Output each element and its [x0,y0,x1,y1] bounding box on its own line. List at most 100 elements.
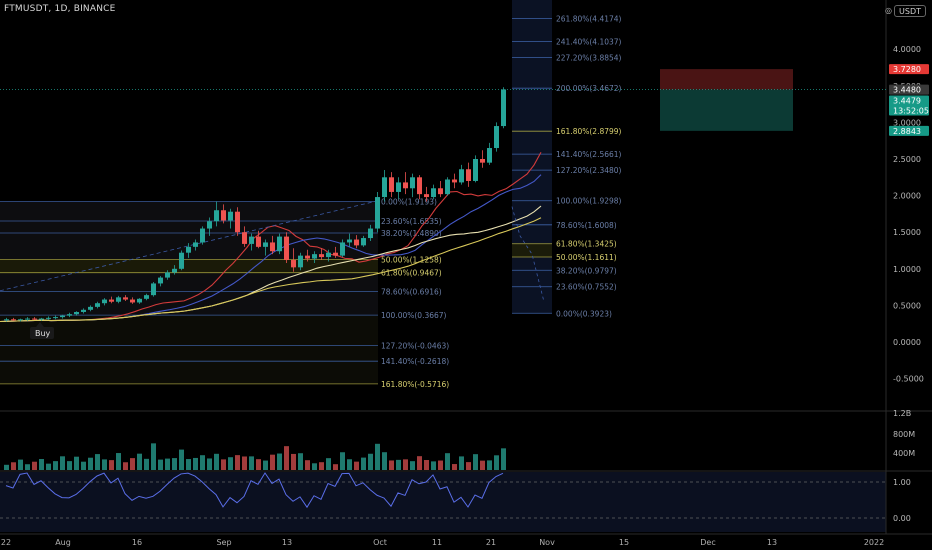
candle-body [74,311,79,315]
volume-bar [137,453,142,470]
candle-body [473,159,478,181]
candle-body [25,318,30,320]
price-tick: -0.5000 [893,375,924,384]
volume-bar [60,456,65,470]
volume-bar [333,464,338,470]
candle-body [480,159,485,163]
volume-bar [249,456,254,470]
fib-left-label: 0.00%(1.9193) [381,198,437,207]
time-tick: 13 [282,538,292,547]
price-tick: 2.5000 [893,155,921,164]
volume-bar [172,458,177,470]
candle-body [172,268,177,273]
currency-badge[interactable]: USDT [894,5,926,17]
candle-body [67,314,72,316]
volume-bar [396,459,401,470]
candle-body [200,228,205,243]
candle-body [417,177,422,195]
time-tick: 16 [132,538,142,547]
candle-body [494,126,499,149]
candle-body [305,255,310,259]
candle-body [207,221,212,229]
volume-bar [424,460,429,470]
volume-bar [347,459,352,470]
price-tick: 3.0000 [893,118,921,127]
candle-body [438,188,443,195]
candle-body [165,272,170,278]
candle-body [375,197,380,229]
candle-body [410,177,415,189]
volume-tick: 800M [893,430,915,439]
candle-body [354,239,359,246]
time-tick: 11 [432,538,442,547]
candle-body [228,211,233,221]
volume-bar [228,457,233,470]
volume-bar [123,462,128,470]
volume-bar [53,461,58,470]
fib-right-label: 0.00%(0.3923) [556,309,612,318]
fib-right-label: 261.80%(4.4174) [556,15,622,24]
volume-bar [361,457,366,470]
fib-right-label: 61.80%(1.3425) [556,240,617,249]
candle-body [340,242,345,256]
candle-body [11,319,16,321]
price-tick: 4.0000 [893,45,921,54]
volume-bar [438,460,443,470]
candle-body [466,169,471,181]
price-tick: 2.0000 [893,192,921,201]
volume-bar [221,459,226,470]
volume-bar [11,462,16,470]
take-profit-zone [660,89,793,131]
price-tag [889,125,929,136]
fib-right-label: 50.00%(1.1611) [556,253,617,262]
volume-bar [144,458,149,470]
volume-bar [487,460,492,470]
volume-bar [179,449,184,470]
time-tick: 13 [767,538,777,547]
price-tag [889,84,929,95]
volume-bar [186,459,191,470]
volume-bar [319,462,324,470]
fib-right-zone [512,0,552,314]
alert-icon[interactable]: ◎ [885,6,892,15]
volume-bar [214,453,219,470]
price-tag-countdown: 13:52:05 [893,106,929,115]
candle-body [4,319,9,321]
fib-left-label: 78.60%(0.6916) [381,287,442,296]
volume-bar [109,460,114,470]
candle-body [312,254,317,259]
volume-bar [312,463,317,470]
candle-body [123,297,128,300]
fib-right-golden-zone [512,243,552,258]
time-tick: Aug [55,538,71,547]
volume-bar [151,443,156,470]
volume-bar [291,453,296,470]
fib-right-label: 127.20%(2.3480) [556,166,622,175]
candle-body [193,242,198,247]
volume-bar [466,462,471,470]
volume-bar [39,459,44,470]
volume-tick: 400M [893,449,915,458]
candle-body [235,211,240,233]
candle-body [389,177,394,192]
volume-bar [165,458,170,470]
volume-bar [130,458,135,470]
time-tick: Nov [539,538,555,547]
volume-bar [417,456,422,470]
buy-marker [30,327,54,339]
candle-body [501,89,506,127]
candle-body [39,318,44,320]
time-tick: 21 [486,538,496,547]
candle-body [459,169,464,183]
volume-bar [46,463,51,470]
volume-bar [235,455,240,470]
fib-left-label: 23.60%(1.6535) [381,217,442,226]
symbol-title: FTMUSDT, 1D, BINANCE [4,4,116,14]
candle-body [333,252,338,256]
candle-body [277,236,282,252]
fib-right-label: 227.20%(3.8854) [556,54,622,63]
volume-bar [200,455,205,470]
candle-body [431,188,436,198]
candle-body [116,297,121,302]
